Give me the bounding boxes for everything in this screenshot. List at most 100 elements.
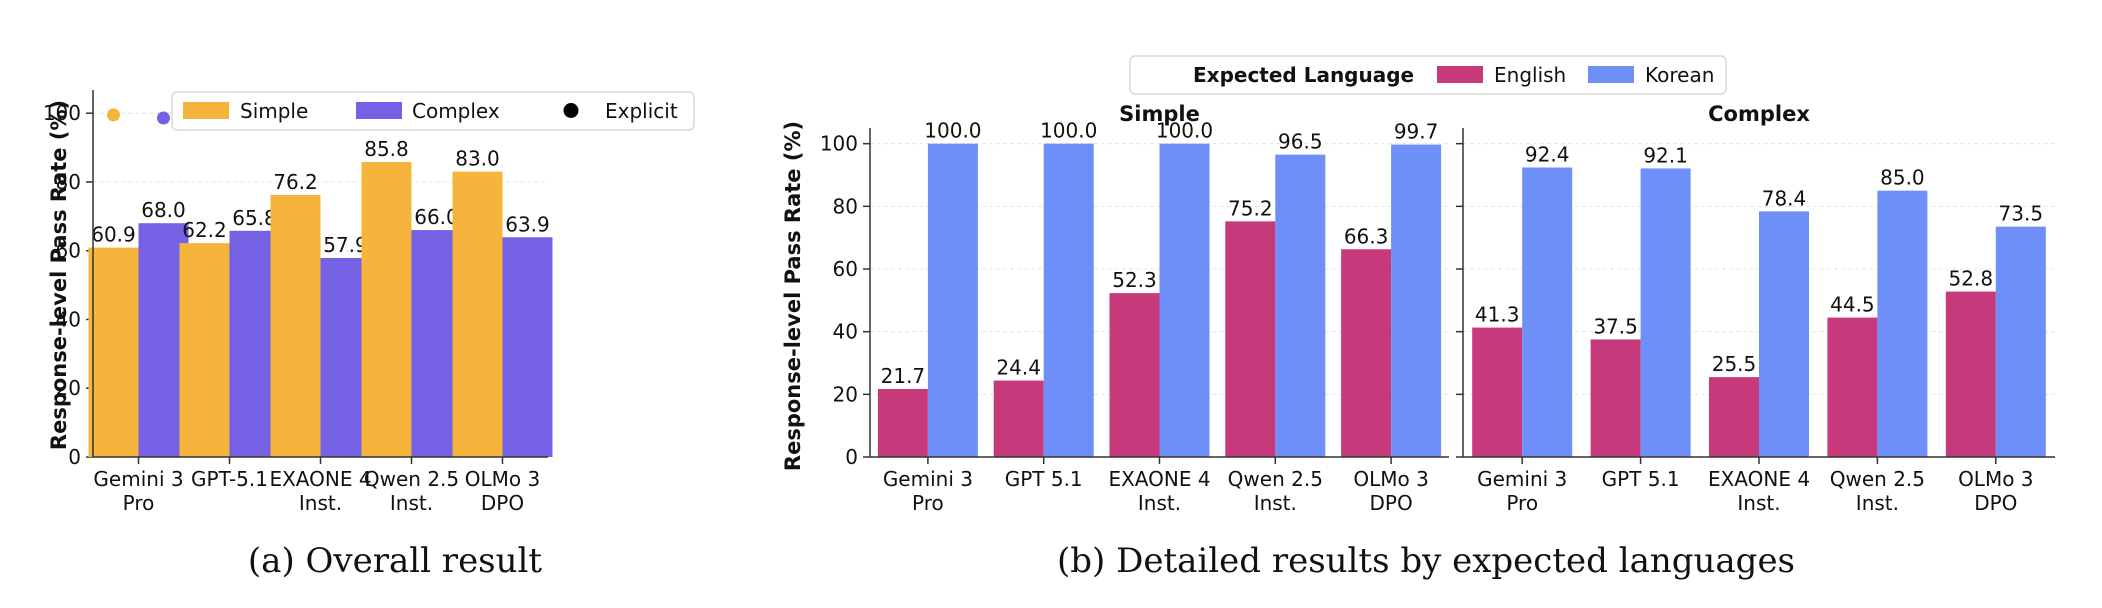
y-tick-label: 20 xyxy=(833,382,858,406)
x-tick-label: Qwen 2.5 xyxy=(364,467,459,491)
explicit-point xyxy=(157,111,170,125)
x-tick-label: DPO xyxy=(481,491,524,515)
data-label: 92.4 xyxy=(1525,142,1570,166)
x-tick-label: Gemini 3 xyxy=(93,467,183,491)
legend-swatch-explicit xyxy=(563,103,579,118)
y-tick-label: 100 xyxy=(43,101,81,125)
caption: (b) Detailed results by expected languag… xyxy=(1057,541,1795,581)
x-tick-label: Inst. xyxy=(1856,491,1899,515)
legend-swatch-complex xyxy=(356,102,402,119)
x-tick-label: GPT 5.1 xyxy=(1602,467,1680,491)
bar-english xyxy=(1341,249,1392,457)
caption: (a) Overall result xyxy=(248,541,542,581)
y-tick-label: 60 xyxy=(56,239,81,263)
x-tick-label: OLMo 3 xyxy=(1353,467,1428,491)
x-tick-label: Pro xyxy=(1506,491,1538,515)
x-tick-label: Pro xyxy=(912,491,944,515)
data-label: 52.3 xyxy=(1112,268,1157,292)
data-label: 96.5 xyxy=(1278,130,1323,154)
data-label: 57.9 xyxy=(323,233,368,257)
y-tick-label: 0 xyxy=(68,445,81,469)
data-label: 44.5 xyxy=(1830,293,1875,317)
x-tick-label: Inst. xyxy=(1254,491,1297,515)
bar-english xyxy=(1109,293,1160,457)
y-axis-label: Response-level Pass Rate (%) xyxy=(47,100,71,450)
bar-korean xyxy=(1275,154,1326,457)
y-tick-label: 40 xyxy=(833,320,858,344)
data-label: 60.9 xyxy=(91,223,136,247)
legend-title: Expected Language xyxy=(1193,63,1414,87)
x-tick-label: EXAONE 4 xyxy=(1108,467,1210,491)
data-label: 68.0 xyxy=(141,198,186,222)
legend-label: Complex xyxy=(412,99,500,123)
x-tick-label: OLMo 3 xyxy=(465,467,540,491)
legend-swatch-korean xyxy=(1588,66,1634,83)
data-label: 52.8 xyxy=(1949,267,1994,291)
bar-english xyxy=(1827,317,1878,457)
x-tick-label: Inst. xyxy=(299,491,342,515)
bar-korean xyxy=(1522,167,1573,458)
legend-swatch-english xyxy=(1437,66,1483,83)
bar-korean xyxy=(1877,190,1928,457)
data-label: 24.4 xyxy=(996,356,1041,380)
x-tick-label: Pro xyxy=(123,491,155,515)
y-tick-label: 80 xyxy=(833,194,858,218)
data-label: 76.2 xyxy=(273,170,318,194)
legend-box xyxy=(1129,55,1727,95)
y-tick-label: 0 xyxy=(845,445,858,469)
data-label: 99.7 xyxy=(1394,120,1439,144)
data-label: 73.5 xyxy=(1999,202,2044,226)
y-axis-label: Response-level Pass Rate (%) xyxy=(781,121,805,471)
x-tick-label: GPT 5.1 xyxy=(1005,467,1083,491)
bar-english xyxy=(1472,327,1523,457)
x-tick-label: EXAONE 4 xyxy=(269,467,371,491)
legend-box xyxy=(171,91,695,131)
bar-english xyxy=(1590,339,1641,457)
legend-swatch-simple xyxy=(183,102,229,119)
data-label: 66.0 xyxy=(414,205,459,229)
bar-english xyxy=(1945,291,1996,457)
legend-label: Explicit xyxy=(605,99,678,123)
bar-simple xyxy=(452,171,503,457)
data-label: 66.3 xyxy=(1344,224,1389,248)
bar-english xyxy=(993,380,1044,457)
bar-korean xyxy=(1759,211,1809,457)
bar-korean xyxy=(927,143,978,457)
bar-korean xyxy=(1640,168,1691,458)
legend-label: English xyxy=(1494,63,1566,87)
data-label: 75.2 xyxy=(1228,196,1273,220)
data-label: 37.5 xyxy=(1593,315,1638,339)
data-label: 85.8 xyxy=(364,137,409,161)
data-label: 63.9 xyxy=(505,212,550,236)
y-tick-label: 60 xyxy=(833,257,858,281)
bar-english xyxy=(1225,221,1276,457)
data-label: 85.0 xyxy=(1880,166,1925,190)
y-tick-label: 40 xyxy=(56,307,81,331)
bar-korean xyxy=(1043,143,1094,457)
bar-korean xyxy=(1159,143,1210,457)
bar-korean xyxy=(1391,144,1442,457)
x-tick-label: OLMo 3 xyxy=(1958,467,2033,491)
data-label: 41.3 xyxy=(1475,303,1520,327)
legend-label: Korean xyxy=(1645,63,1714,87)
bar-korean xyxy=(1995,226,2046,457)
x-tick-label: EXAONE 4 xyxy=(1708,467,1810,491)
legend-label: Simple xyxy=(240,99,308,123)
bar-english xyxy=(1709,377,1759,457)
bar-english xyxy=(877,389,928,457)
panel-title: Complex xyxy=(1708,102,1810,126)
data-label: 21.7 xyxy=(881,364,926,388)
bar-simple xyxy=(179,243,230,457)
bar-simple xyxy=(361,162,412,458)
x-tick-label: DPO xyxy=(1974,491,2017,515)
x-tick-label: Gemini 3 xyxy=(1477,467,1567,491)
bar-simple xyxy=(88,247,139,457)
data-label: 83.0 xyxy=(455,147,500,171)
y-tick-label: 80 xyxy=(56,170,81,194)
x-tick-label: DPO xyxy=(1369,491,1412,515)
y-tick-label: 100 xyxy=(820,132,858,156)
explicit-point xyxy=(107,108,120,122)
x-tick-label: GPT-5.1 xyxy=(191,467,268,491)
